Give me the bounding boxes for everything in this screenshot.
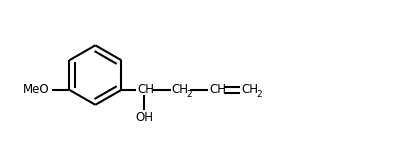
Text: 2: 2 — [186, 90, 192, 99]
Text: OH: OH — [135, 111, 153, 124]
Text: CH: CH — [172, 83, 189, 96]
Text: CH: CH — [209, 83, 226, 96]
Text: MeO: MeO — [23, 83, 50, 96]
Text: CH: CH — [241, 83, 258, 96]
Text: 2: 2 — [256, 90, 262, 99]
Text: CH: CH — [137, 83, 154, 96]
